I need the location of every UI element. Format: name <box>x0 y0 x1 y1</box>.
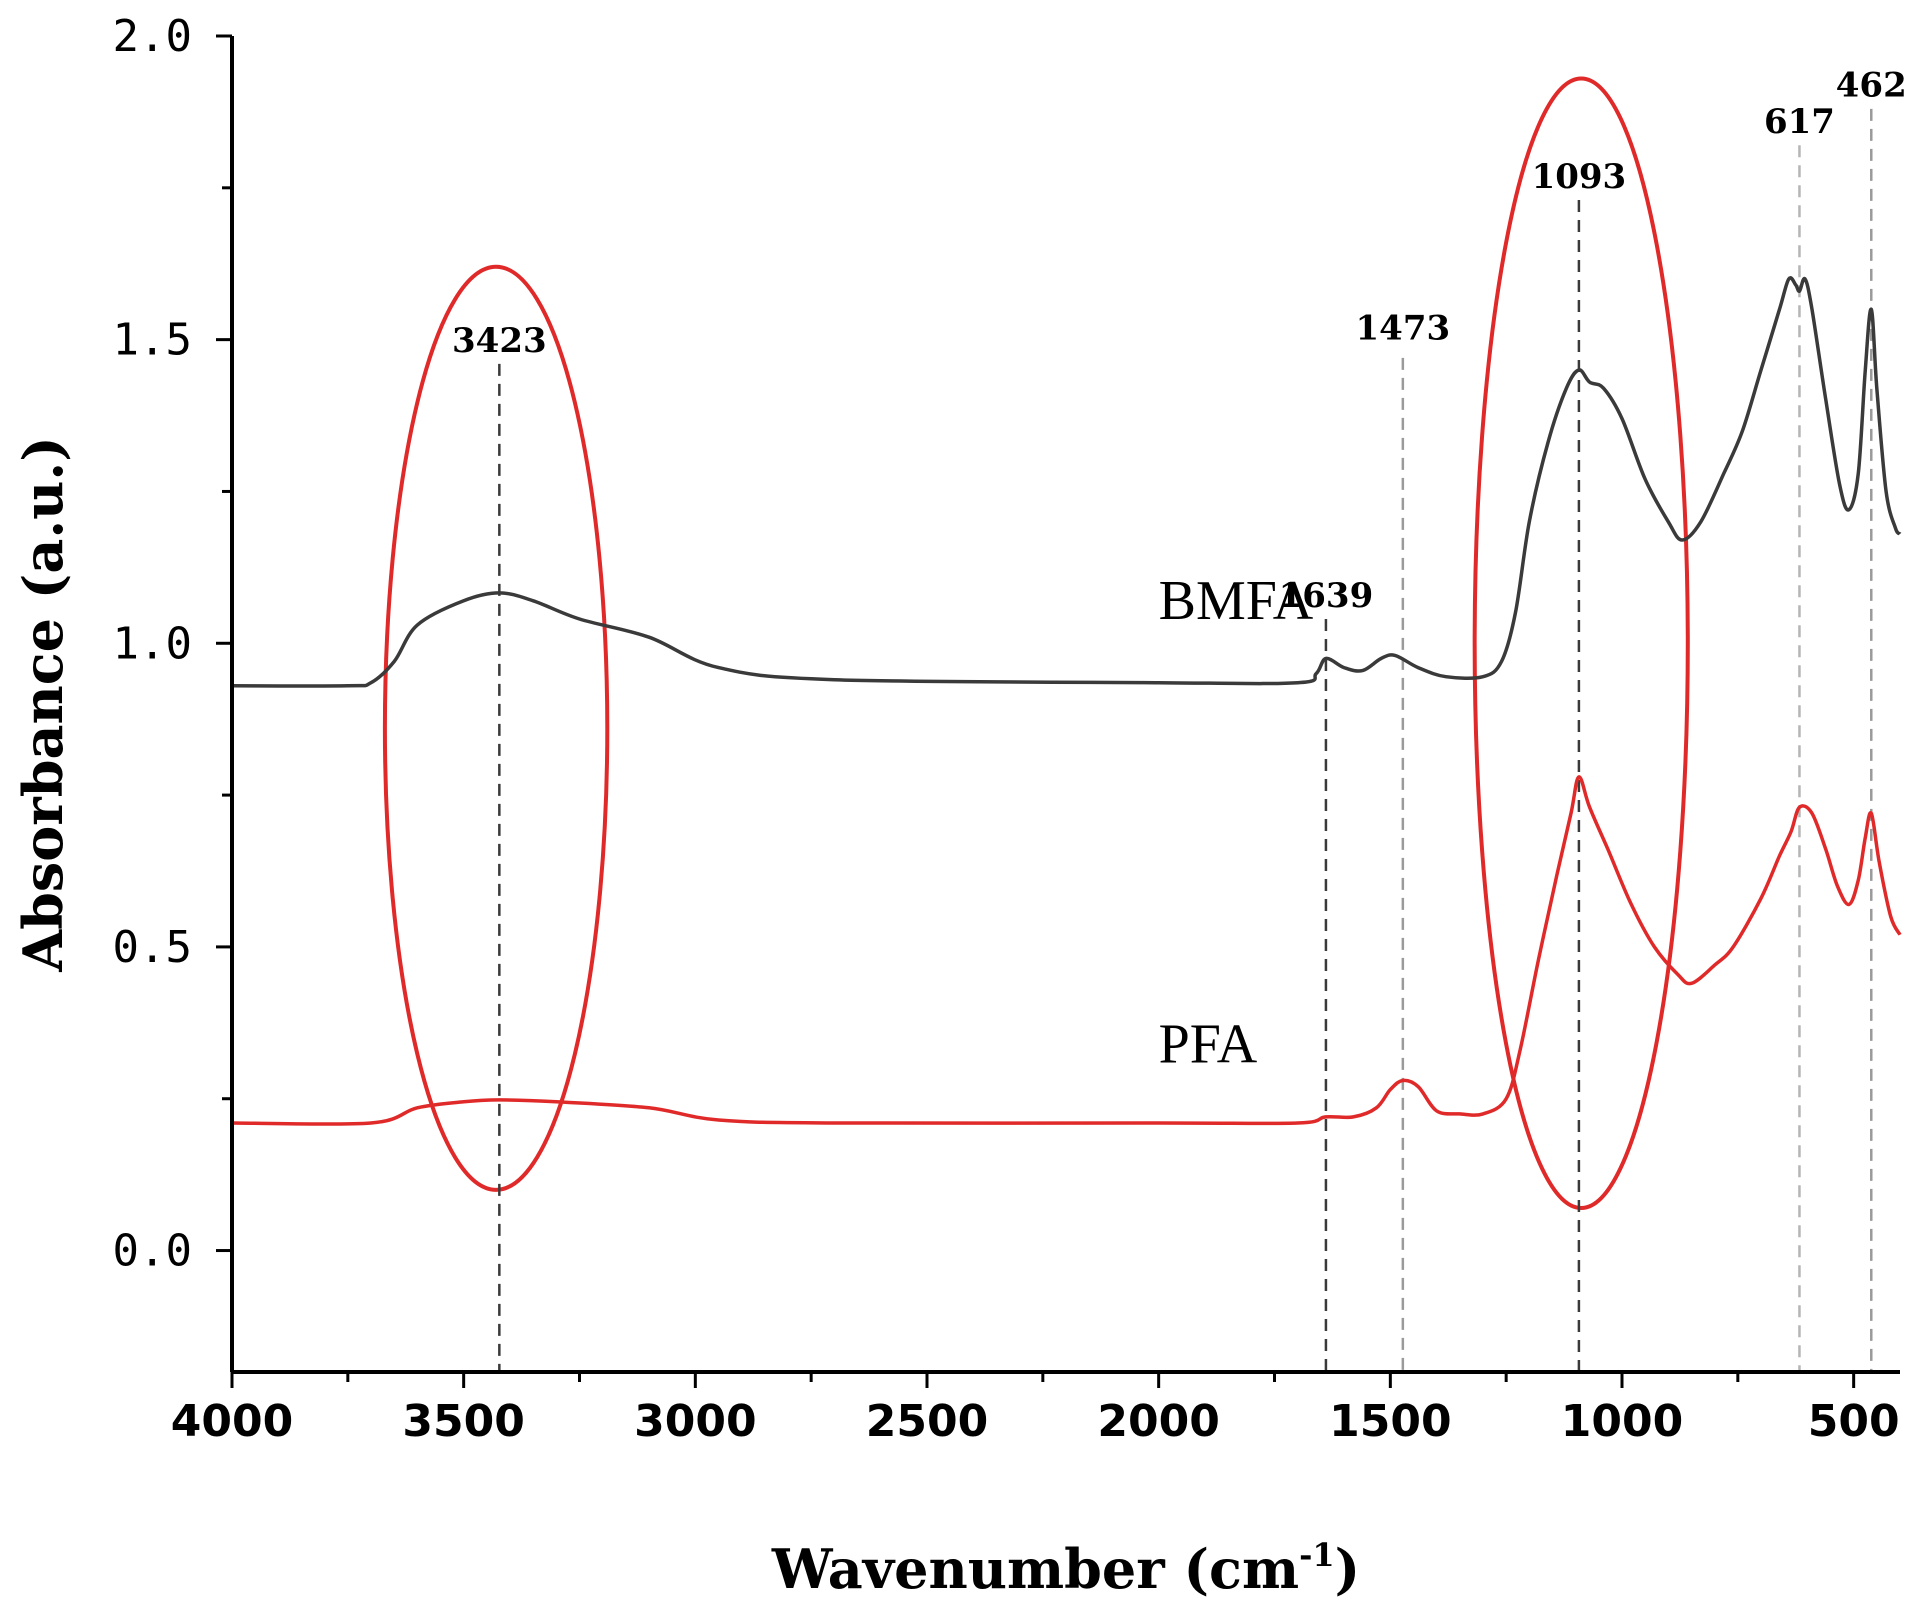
pfa-spectrum-line <box>231 775 1902 1126</box>
series-labels: BMFA PFA <box>1159 570 1314 1075</box>
peak-label-1093: 1093 <box>1532 157 1627 197</box>
x-axis-title-main: Wavenumber (cm <box>771 1537 1299 1601</box>
peak-label-462: 462 <box>1836 66 1907 106</box>
x-axis-title-superscript: -1 <box>1299 1536 1335 1574</box>
y-tick-group: 0.0 0.5 1.0 1.5 2.0 <box>113 11 232 1277</box>
bmfa-spectrum-line <box>231 276 1902 688</box>
x-tick-label-1000: 1000 <box>1561 1396 1683 1447</box>
series-label-pfa: PFA <box>1159 1013 1258 1075</box>
y-tick-label-0.0: 0.0 <box>113 1226 192 1277</box>
x-tick-group: 4000 3500 3000 2500 2000 1500 1000 500 <box>171 1372 1900 1447</box>
x-axis-title-close: ) <box>1335 1537 1361 1601</box>
x-tick-label-2500: 2500 <box>866 1396 988 1447</box>
y-tick-label-0.5: 0.5 <box>113 922 192 973</box>
x-axis-title: Wavenumber (cm-1) <box>771 1536 1360 1601</box>
y-axis-title: Absorbance (a.u.) <box>11 436 75 973</box>
x-tick-label-3000: 3000 <box>634 1396 756 1447</box>
oh-stretch-region-ellipse <box>382 264 610 1192</box>
x-tick-label-3500: 3500 <box>402 1396 524 1447</box>
y-tick-label-1.0: 1.0 <box>113 618 192 669</box>
peak-lines <box>498 108 1873 1370</box>
x-tick-label-2000: 2000 <box>1097 1396 1219 1447</box>
x-tick-label-1500: 1500 <box>1329 1396 1451 1447</box>
peak-labels: 3423 1639 1473 1093 617 462 <box>452 66 1907 616</box>
series-layer <box>231 276 1902 1126</box>
highlight-layer <box>382 76 1690 1211</box>
peak-label-1473: 1473 <box>1356 309 1451 349</box>
series-label-bmfa: BMFA <box>1159 570 1314 632</box>
si-o-region-ellipse <box>1472 76 1690 1211</box>
y-tick-label-2.0: 2.0 <box>113 11 192 62</box>
peak-label-3423: 3423 <box>452 321 547 361</box>
peak-label-617: 617 <box>1764 102 1835 142</box>
x-tick-label-500: 500 <box>1808 1396 1900 1447</box>
y-tick-label-1.5: 1.5 <box>113 315 192 366</box>
x-tick-label-4000: 4000 <box>171 1396 293 1447</box>
peak-label-1639: 1639 <box>1279 576 1374 616</box>
plot-frame <box>230 36 1900 1374</box>
